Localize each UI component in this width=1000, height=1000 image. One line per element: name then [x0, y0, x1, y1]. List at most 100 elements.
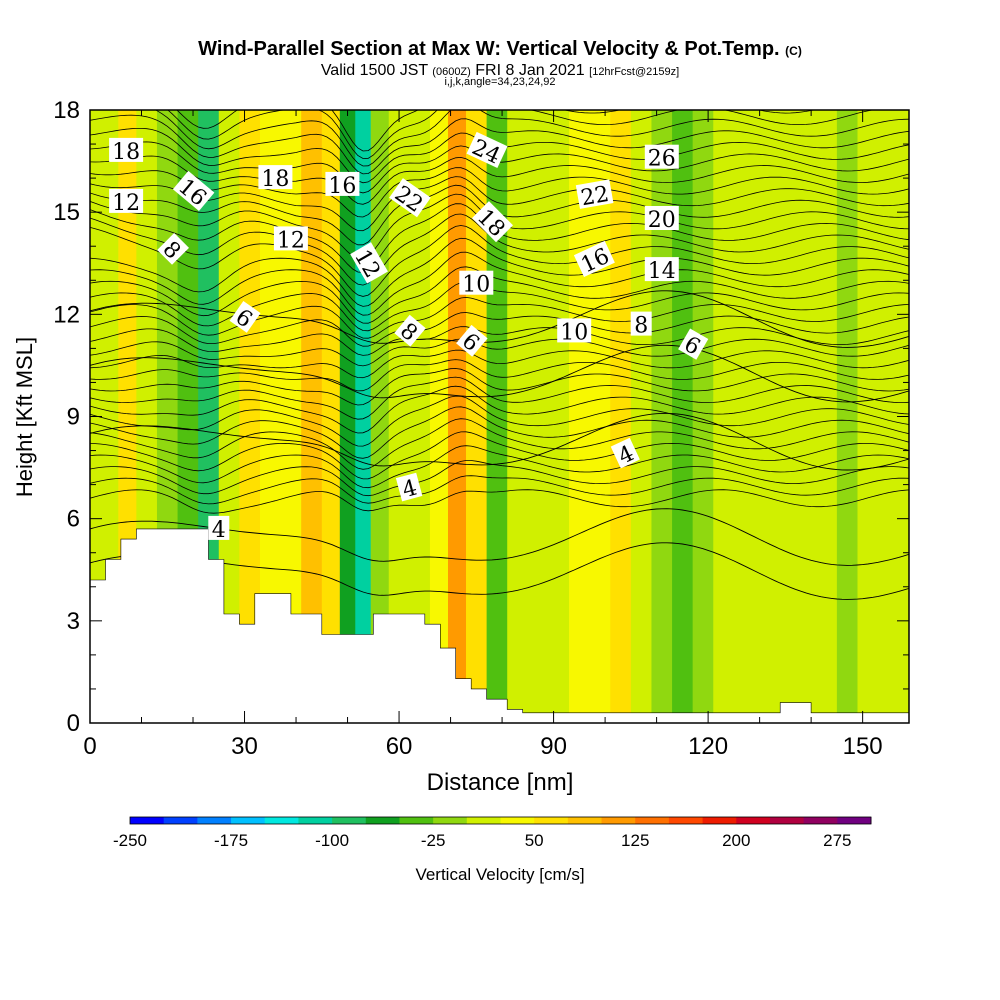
- contour-label-bg: [395, 472, 423, 502]
- y-axis: 0 3 6 9 12 15 18: [53, 97, 909, 737]
- chart-subtitle: Valid 1500 JST (0600Z) FRI 8 Jan 2021 [1…: [0, 62, 1000, 80]
- velocity-column: [321, 110, 341, 723]
- velocity-column: [795, 110, 817, 723]
- velocity-column: [610, 110, 632, 723]
- x-tick-label: 60: [386, 733, 413, 760]
- y-tick-label: 15: [53, 199, 80, 226]
- velocity-column: [836, 110, 859, 723]
- velocity-column: [733, 110, 756, 723]
- x-tick-label: 90: [540, 733, 567, 760]
- theta-contour: [90, 344, 909, 403]
- forecast-info: [12hrFcst@2159z]: [589, 66, 680, 78]
- colorbar-frame: [129, 816, 872, 825]
- y-tick-label: 3: [67, 608, 80, 635]
- colorbar-swatch: [433, 817, 468, 824]
- contour-label-bg: [273, 226, 308, 251]
- colorbar-tick-label: -25: [421, 831, 446, 850]
- isentrope-line: [90, 296, 909, 339]
- isentrope-line: [90, 312, 909, 347]
- colorbar-tick-label: -250: [113, 831, 147, 850]
- contour-label-text: 10: [462, 273, 490, 298]
- velocity-column: [878, 110, 900, 723]
- contour-label-bg: [456, 324, 488, 357]
- contour-label-text: 22: [579, 182, 611, 211]
- isentrope-line: [90, 359, 909, 392]
- contour-label-bg: [394, 314, 426, 347]
- x-tick-label: 0: [83, 733, 96, 760]
- x-tick-label: 120: [688, 733, 728, 760]
- contour-label-text: 20: [648, 208, 676, 233]
- colorbar-swatch: [601, 817, 636, 824]
- contour-label-text: 10: [560, 320, 588, 345]
- colorbar-swatch: [365, 817, 400, 824]
- isentrope-line: [90, 281, 909, 332]
- velocity-column: [339, 110, 356, 723]
- isentrope-line: [90, 237, 909, 307]
- isentrope-line: [90, 326, 909, 356]
- contour-label-bg: [644, 257, 679, 282]
- contour-label-bg: [557, 318, 592, 343]
- contour-label-bg: [229, 301, 261, 333]
- isentrope-line: [90, 167, 909, 218]
- contour-label-bg: [109, 137, 144, 162]
- colorbar-swatch: [702, 817, 737, 824]
- contour-label-text: 12: [277, 228, 305, 253]
- y-tick-label: 0: [67, 710, 80, 737]
- isentrope-line: [90, 251, 909, 316]
- chart-indices: i,j,k,angle=34,23,24,92: [444, 76, 556, 88]
- chart-title: Wind-Parallel Section at Max W: Vertical…: [0, 38, 1000, 61]
- x-tick-label: 150: [843, 733, 883, 760]
- y-tick-label: 12: [53, 301, 80, 328]
- contour-label: 20: [644, 206, 679, 233]
- contour-label-text: 8: [634, 314, 648, 339]
- theta-contour: [90, 412, 909, 471]
- isentrope-line: [90, 176, 909, 232]
- contour-label-text: 18: [261, 167, 289, 192]
- contour-label: 16: [325, 171, 360, 199]
- contour-label-bg: [575, 179, 614, 209]
- x-axis-label: Distance [nm]: [427, 769, 574, 796]
- contour-label-bg: [208, 515, 230, 540]
- colorbar-tick-label: 50: [525, 831, 544, 850]
- contour-label: 16: [573, 240, 615, 278]
- theta-contour: [90, 290, 909, 348]
- colorbar-tick-label: 275: [823, 831, 851, 850]
- isentrope-line: [154, 110, 909, 167]
- contour-label: 8: [630, 311, 652, 339]
- contour-label: 4: [610, 437, 640, 470]
- colorbar-tick-label: -175: [214, 831, 248, 850]
- theta-contour: [90, 542, 909, 600]
- colorbar-swatch: [163, 817, 198, 824]
- contour-label: 18: [109, 137, 144, 165]
- contour-label: 12: [273, 226, 308, 253]
- velocity-column: [754, 110, 776, 723]
- colorbar-swatch: [130, 817, 165, 824]
- contour-label-text: 26: [648, 147, 676, 172]
- contour-label-bg: [157, 232, 190, 265]
- isentrope-line: [90, 114, 909, 175]
- velocity-column: [447, 110, 467, 723]
- isentrope-line: [90, 266, 909, 324]
- contour-label: 4: [208, 515, 230, 543]
- isentrope-line: [90, 445, 909, 489]
- colorbar-swatch: [803, 817, 838, 824]
- colorbar-swatch: [668, 817, 704, 824]
- isentrope-line: [90, 431, 909, 480]
- velocity-column: [239, 110, 261, 723]
- colorbar-swatch: [736, 817, 771, 824]
- contour-label-bg: [109, 188, 144, 213]
- y-axis-label: Height [Kft MSL]: [12, 337, 37, 497]
- isentrope-line: [90, 460, 909, 497]
- contour-label-bg: [573, 240, 615, 277]
- isentrope-line: [90, 418, 909, 470]
- isentrope-line: [90, 155, 909, 205]
- velocity-column: [301, 110, 323, 723]
- contour-label: 4: [395, 472, 423, 503]
- contour-label-bg: [325, 171, 360, 196]
- isentrope-line: [90, 475, 909, 505]
- valid-utc: (0600Z): [432, 66, 471, 78]
- velocity-column: [259, 110, 282, 723]
- colorbar-swatch: [837, 817, 872, 824]
- chart-title-text: Wind-Parallel Section at Max W: Vertical…: [198, 38, 780, 60]
- isentrope-line: [90, 213, 909, 286]
